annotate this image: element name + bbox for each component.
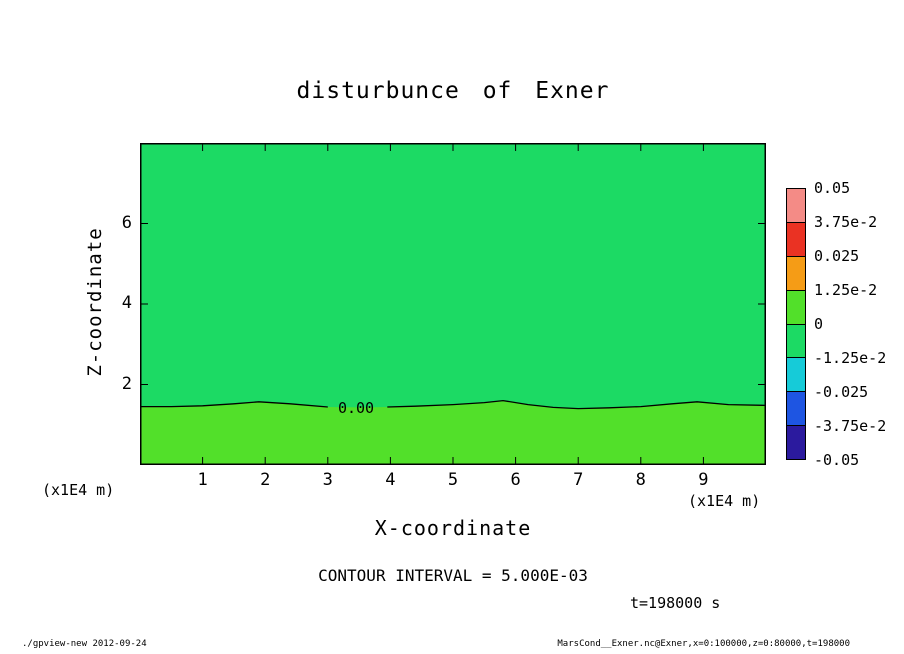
time-text: t=198000 s xyxy=(630,594,721,612)
x-tick-label: 6 xyxy=(510,470,521,490)
x-tick-label: 1 xyxy=(197,470,208,490)
region-below-contour xyxy=(140,400,766,465)
zero-contour-label: 0.00 xyxy=(338,399,374,417)
y-tick-label: 2 xyxy=(121,373,132,394)
colorbar-label: -1.25e-2 xyxy=(814,349,887,367)
x-tick-label: 3 xyxy=(322,470,333,490)
colorbar-label: 0 xyxy=(814,315,824,333)
colorbar-cell xyxy=(787,425,805,459)
colorbar-label: 0.05 xyxy=(814,179,851,197)
plot-area: 0.00 xyxy=(140,143,766,465)
colorbar xyxy=(786,188,806,460)
y-axis-label: Z-coordinate xyxy=(84,227,106,377)
colorbar-cell xyxy=(787,289,805,324)
footer-file-text: MarsCond__Exner.nc@Exner,x=0:100000,z=0:… xyxy=(557,639,850,649)
colorbar-cell xyxy=(787,323,805,358)
colorbar-label: -0.05 xyxy=(814,451,860,469)
x-axis-label: X-coordinate xyxy=(374,516,532,540)
plot-frame xyxy=(140,143,766,465)
colorbar-cell xyxy=(787,255,805,290)
colorbar-cell xyxy=(787,357,805,392)
x-tick-label: 8 xyxy=(635,470,646,490)
plot-svg: 0.00 xyxy=(140,143,766,465)
y-tick-label: 4 xyxy=(121,293,132,313)
zero-contour-line xyxy=(387,399,766,410)
x-tick-label: 9 xyxy=(698,470,709,490)
contour-interval-text: CONTOUR INTERVAL = 5.000E-03 xyxy=(318,566,588,585)
colorbar-label: 0.025 xyxy=(814,247,860,265)
x-tick-label: 4 xyxy=(385,470,396,490)
colorbar-label: 1.25e-2 xyxy=(814,281,878,299)
footer-command-text: ./gpview-new 2012-09-24 xyxy=(22,639,147,649)
x-tick-label: 7 xyxy=(573,470,584,490)
zero-contour-line xyxy=(140,401,328,408)
x-tick-label: 2 xyxy=(260,470,271,490)
colorbar-cell xyxy=(787,391,805,426)
x-axis-unit: (x1E4 m) xyxy=(688,492,761,510)
y-tick-label: 6 xyxy=(121,212,132,233)
chart-title: disturbunce of Exner xyxy=(296,78,610,104)
y-axis-unit: (x1E4 m) xyxy=(42,481,115,499)
colorbar-cell xyxy=(787,189,805,222)
colorbar-cell xyxy=(787,221,805,256)
colorbar-label: -3.75e-2 xyxy=(814,417,887,435)
colorbar-label: 3.75e-2 xyxy=(814,213,878,231)
x-tick-label: 5 xyxy=(447,470,459,490)
colorbar-label: -0.025 xyxy=(814,383,869,401)
